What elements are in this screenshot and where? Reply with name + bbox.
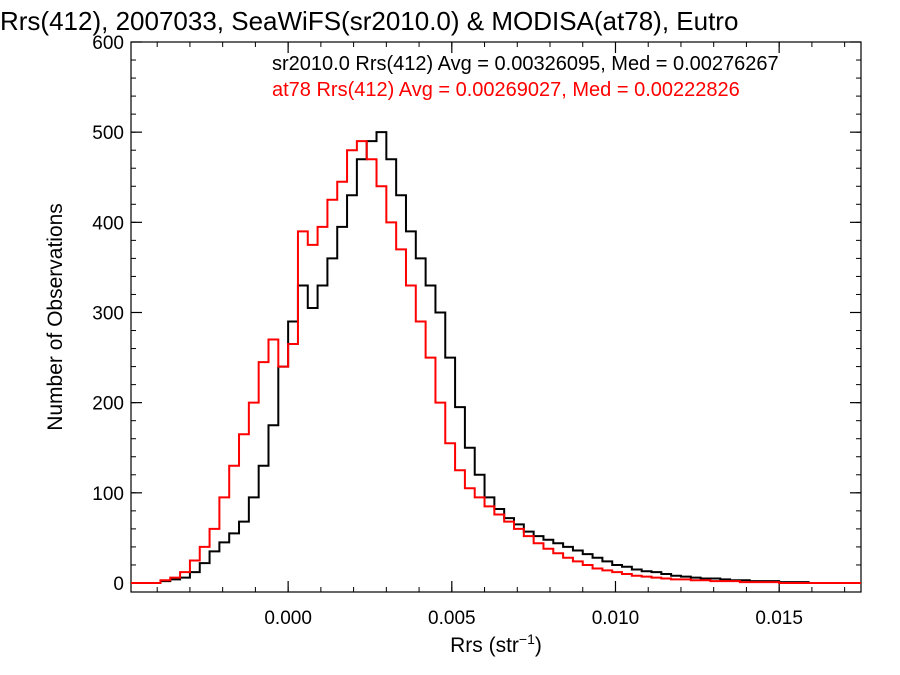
- plot-area: 0.000 0.005 0.010 0.015 0 100 200 300 400 500 600 R…: [44, 33, 862, 657]
- y-tick-label: 600: [92, 33, 124, 54]
- chart-title: Rrs(412), 2007033, SeaWiFS(sr2010.0) & M…: [0, 6, 738, 36]
- legend-entry-at78: at78 Rrs(412) Avg = 0.00269027, Med = 0.…: [272, 79, 740, 101]
- y-axis-label: Number of Observations: [44, 203, 67, 431]
- legend-entry-sr2010.0: sr2010.0 Rrs(412) Avg = 0.00326095, Med …: [272, 53, 779, 75]
- y-tick-label: 0: [113, 574, 124, 595]
- x-axis-label-superscript: −1: [519, 631, 535, 647]
- plot-frame: [130, 41, 862, 593]
- y-tick-label: 400: [92, 213, 124, 234]
- y-tick-label: 200: [92, 394, 124, 415]
- y-tick-label: 100: [92, 484, 124, 505]
- x-tick-label: 0.005: [428, 608, 476, 629]
- series-line-sr2010.0: [131, 131, 861, 584]
- x-tick-label: 0.010: [592, 608, 640, 629]
- y-tick-label: 300: [92, 303, 124, 324]
- x-tick-label: 0.000: [264, 608, 312, 629]
- y-tick-label: 500: [92, 123, 124, 144]
- x-axis-label-main: Rrs (str: [450, 634, 519, 657]
- x-axis-label: Rrs (str−1): [450, 631, 542, 657]
- x-axis-label-close: ): [535, 634, 542, 657]
- x-tick-label: 0.015: [755, 608, 803, 629]
- series-line-at78: [131, 140, 861, 584]
